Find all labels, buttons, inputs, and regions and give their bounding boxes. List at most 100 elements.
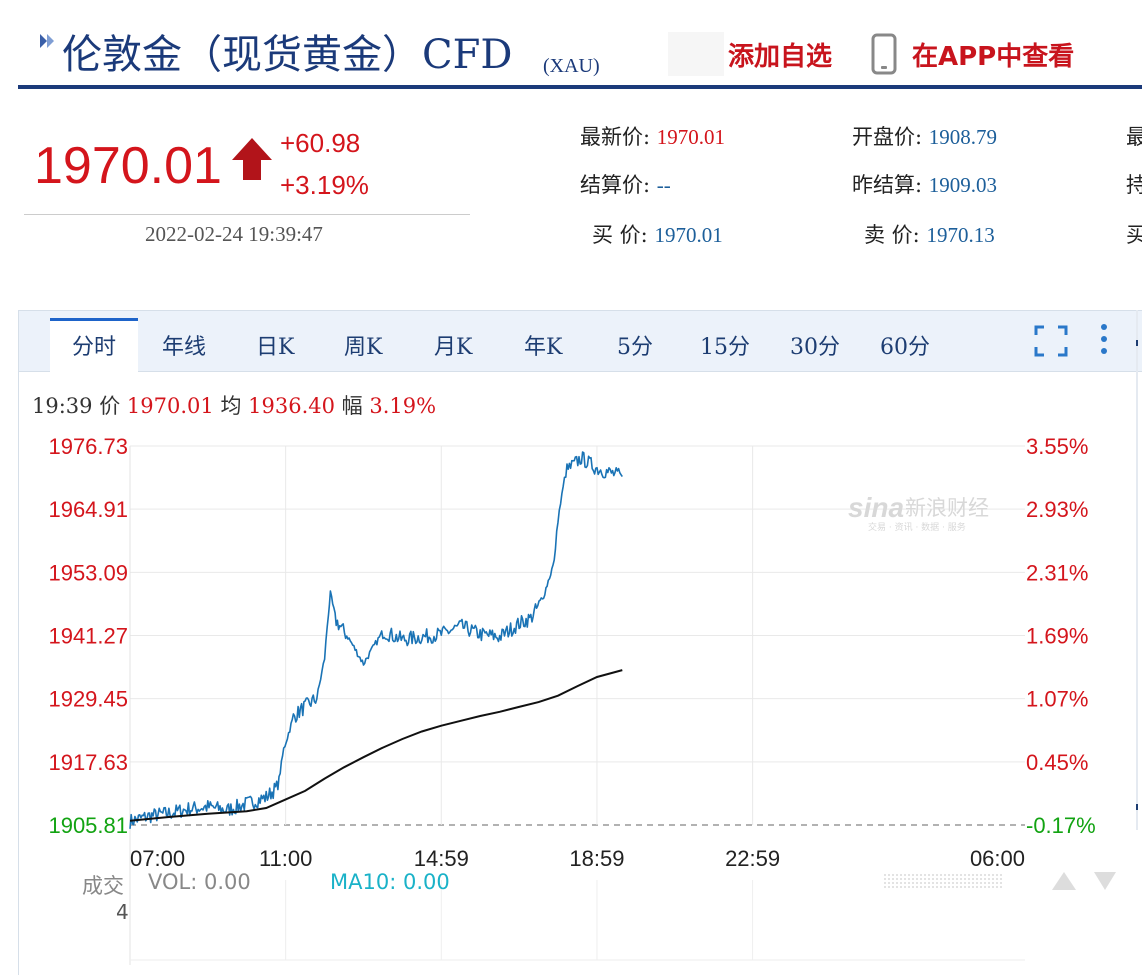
field-label: 开盘价: — [852, 125, 923, 149]
volume-pager-dot — [980, 878, 982, 880]
y-pct-tick-label: 2.31% — [1026, 560, 1088, 585]
info-amp-label: 幅 — [341, 394, 363, 418]
fullscreen-icon[interactable] — [1034, 325, 1068, 357]
watermark-tagline: 交易 · 资讯 · 数据 · 服务 — [868, 521, 966, 533]
volume-pager-dot — [956, 874, 958, 876]
x-tick-label: 14:59 — [414, 846, 469, 871]
field-cut-2: 持 — [1126, 173, 1142, 197]
volume-pager-dot — [952, 878, 954, 880]
volume-pager-dot — [976, 878, 978, 880]
y-pct-tick-label: 2.93% — [1026, 497, 1088, 522]
x-tick-label: 06:00 — [970, 846, 1025, 871]
volume-pager-dot — [948, 886, 950, 888]
volume-pager-dot — [904, 878, 906, 880]
volume-pager-dot — [892, 882, 894, 884]
volume-pager-dot — [888, 882, 890, 884]
volume-pager-dot — [960, 882, 962, 884]
volume-pager-dot — [940, 878, 942, 880]
tab-daily-k[interactable]: 日K — [256, 335, 295, 360]
volume-pager-dot — [972, 886, 974, 888]
y-pct-tick-label: 1.69% — [1026, 624, 1088, 649]
field-value: 1909.03 — [928, 173, 998, 197]
volume-pager-dot — [1000, 874, 1002, 876]
sina-watermark: sina 新浪财经 交易 · 资讯 · 数据 · 服务 — [848, 492, 989, 533]
volume-pager-dot — [984, 874, 986, 876]
price-change-percent: +3.19% — [280, 170, 369, 200]
volume-pager-dot — [964, 878, 966, 880]
volume-pager-dot — [908, 874, 910, 876]
volume-pager-dot — [972, 878, 974, 880]
volume-pager-dot — [888, 878, 890, 880]
page-title: 伦敦金（现货黄金）CFD — [62, 32, 513, 78]
placeholder-box — [668, 32, 724, 76]
volume-pager-dot — [956, 886, 958, 888]
y-tick-label: 1905.81 — [48, 813, 128, 838]
tab-monthly-k[interactable]: 月K — [434, 335, 473, 360]
volume-pager-dot — [888, 874, 890, 876]
volume-pager-dot — [916, 886, 918, 888]
volume-pager-dot — [1000, 882, 1002, 884]
header-divider — [18, 85, 1142, 89]
volume-pager-dot — [996, 878, 998, 880]
volume-pager-dot — [924, 874, 926, 876]
field-bid: 买 价: 1970.01 — [592, 219, 723, 249]
volume-pager-dot — [1000, 886, 1002, 888]
volume-pager-dot — [896, 878, 898, 880]
y-pct-tick-label: 1.07% — [1026, 687, 1088, 712]
volume-pager-dot — [960, 878, 962, 880]
volume-pager-dot — [940, 882, 942, 884]
volume-pager-dot — [956, 882, 958, 884]
volume-nav-arrows[interactable] — [1052, 868, 1122, 894]
volume-pager-dot — [980, 886, 982, 888]
volume-pager-dot — [956, 878, 958, 880]
volume-pager-dot — [992, 874, 994, 876]
y-tick-label: 1941.27 — [48, 624, 128, 649]
x-tick-label: 11:00 — [259, 846, 312, 871]
volume-pager-dot — [988, 882, 990, 884]
field-value: -- — [656, 173, 671, 197]
x-tick-label: 07:00 — [130, 846, 185, 871]
volume-pager-dot — [968, 882, 970, 884]
last-price: 1970.01 — [34, 137, 222, 195]
phone-icon[interactable] — [870, 33, 898, 75]
view-in-app-link[interactable]: 在APP中查看 — [912, 42, 1075, 72]
volume-pager-dot — [984, 882, 986, 884]
volume-pager-dot — [900, 886, 902, 888]
tab-yearly-k[interactable]: 年K — [524, 335, 563, 360]
volume-pager-dot — [924, 878, 926, 880]
volume-pager-dot — [944, 878, 946, 880]
volume-pager-dot — [992, 882, 994, 884]
volume-pager-dot — [888, 886, 890, 888]
volume-pager-dot — [912, 874, 914, 876]
field-label: 最新价: — [580, 125, 651, 149]
tab-30min[interactable]: 30分 — [790, 335, 840, 360]
volume-pager-dot — [916, 878, 918, 880]
volume-pager-dot — [944, 886, 946, 888]
volume-pager-dot — [904, 874, 906, 876]
add-watchlist-button[interactable]: 添加自选 — [728, 42, 833, 72]
tab-timeshare[interactable]: 分时 — [72, 335, 117, 360]
field-label: 买 价: — [592, 223, 648, 247]
tab-15min[interactable]: 15分 — [700, 335, 750, 360]
y-tick-label: 1953.09 — [48, 560, 128, 585]
volume-pager-dot — [976, 874, 978, 876]
info-price-label: 价 — [99, 394, 121, 418]
volume-pager-dot — [932, 878, 934, 880]
volume-pager-dot — [948, 882, 950, 884]
volume-pager-dot — [892, 886, 894, 888]
more-options-icon[interactable] — [1096, 322, 1112, 358]
tab-60min[interactable]: 60分 — [880, 335, 930, 360]
volume-pager-dot — [984, 878, 986, 880]
header-arrow-icon — [40, 34, 54, 48]
volume-pager-dot — [900, 882, 902, 884]
tab-weekly-k[interactable]: 周K — [344, 335, 383, 360]
price-divider — [24, 214, 470, 215]
volume-pager-dot — [960, 886, 962, 888]
volume-pager-dot — [912, 886, 914, 888]
tab-5min[interactable]: 5分 — [617, 335, 653, 360]
volume-pager-dot — [940, 886, 942, 888]
tab-year-line[interactable]: 年线 — [162, 335, 207, 360]
volume-pager-dot — [984, 886, 986, 888]
axis-labels: 1976.73 1964.91 1953.09 1941.27 1929.45 1917.… — [48, 434, 1095, 871]
